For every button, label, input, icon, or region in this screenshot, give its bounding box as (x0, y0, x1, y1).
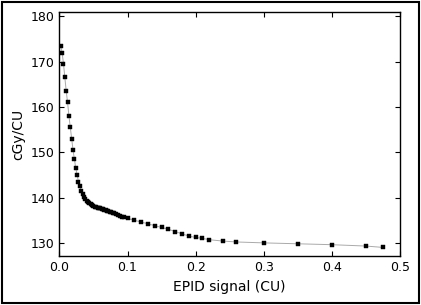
X-axis label: EPID signal (CU): EPID signal (CU) (173, 280, 286, 294)
Y-axis label: cGy/CU: cGy/CU (11, 109, 25, 160)
